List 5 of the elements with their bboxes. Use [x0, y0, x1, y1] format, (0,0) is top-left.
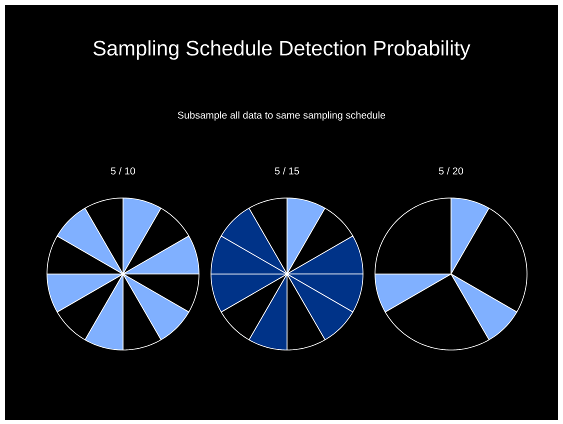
text: Sampling Schedule Detection Probability: [93, 40, 470, 60]
chart-title: 5 / 10: [110, 167, 136, 174]
text: Subsample all data to same sampling schedule: [178, 111, 386, 121]
chart-title: 5 / 20: [438, 167, 464, 174]
chart-title: 5 / 15: [274, 167, 300, 174]
